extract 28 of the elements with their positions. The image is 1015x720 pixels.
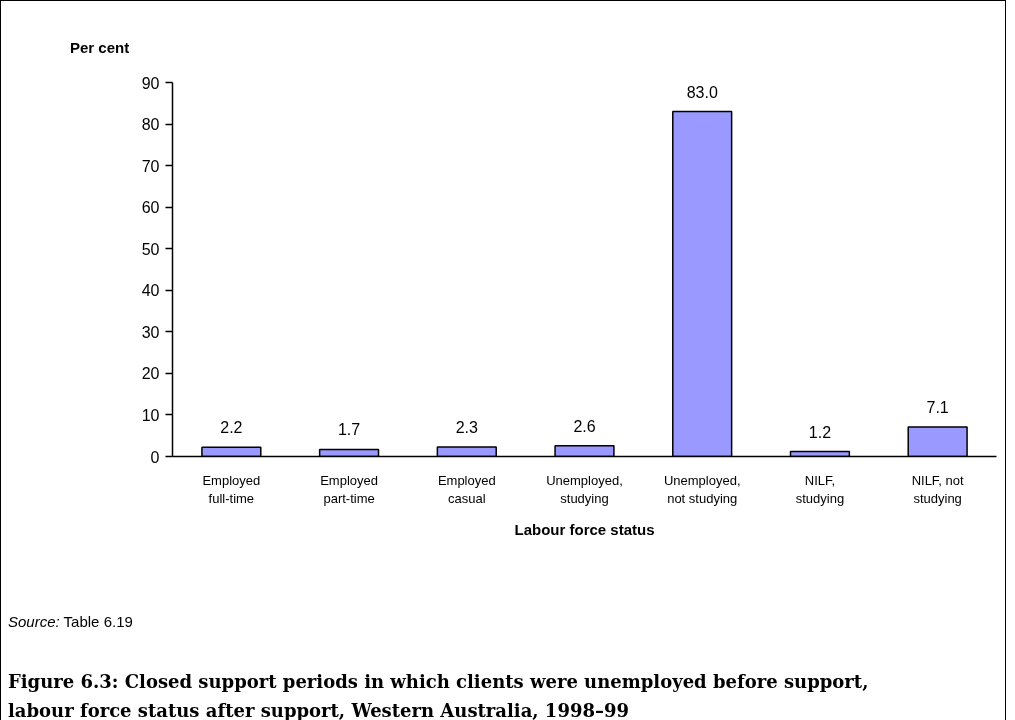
data-label: 83.0 bbox=[686, 83, 718, 101]
x-tick-label: Unemployed, not studying bbox=[663, 472, 741, 506]
x-tick-label: NILF, not studying bbox=[911, 472, 965, 506]
data-label: 1.2 bbox=[808, 423, 832, 441]
y-tick-label: 50 bbox=[141, 240, 160, 258]
x-tick-label: Unemployed, studying bbox=[546, 472, 623, 506]
y-tick-label: 20 bbox=[141, 365, 160, 383]
y-tick-label: 70 bbox=[141, 157, 160, 175]
y-tick-label: 40 bbox=[141, 282, 160, 300]
data-label: 1.7 bbox=[337, 421, 361, 439]
x-tick-label: NILF, studying bbox=[795, 472, 845, 506]
y-axis-title: Per cent bbox=[70, 38, 130, 58]
y-tick-label: 10 bbox=[141, 406, 160, 424]
data-label: 2.2 bbox=[220, 419, 243, 437]
y-tick-label: 80 bbox=[141, 116, 160, 134]
y-tick-label: 0 bbox=[150, 448, 160, 466]
text: Figure 6.3: Closed support periods in which clients were unemployed before support, labour force status after support, Western Australia, 1998–99 bbox=[8, 670, 869, 720]
data-label: 2.3 bbox=[455, 418, 479, 436]
y-tick-label: 60 bbox=[141, 199, 160, 217]
y-tick-label: 30 bbox=[141, 323, 160, 341]
x-tick-label: Employed casual bbox=[437, 472, 496, 506]
x-tick-label: Employed part-time bbox=[320, 472, 378, 506]
y-tick-label: 90 bbox=[141, 74, 160, 92]
data-label: 7.1 bbox=[926, 399, 949, 416]
x-tick-label: Employed full-time bbox=[202, 472, 261, 506]
source-note: Source: Table 6.19 bbox=[8, 612, 133, 632]
data-label: 2.6 bbox=[573, 417, 596, 435]
x-axis-title: Labour force status bbox=[514, 520, 655, 538]
